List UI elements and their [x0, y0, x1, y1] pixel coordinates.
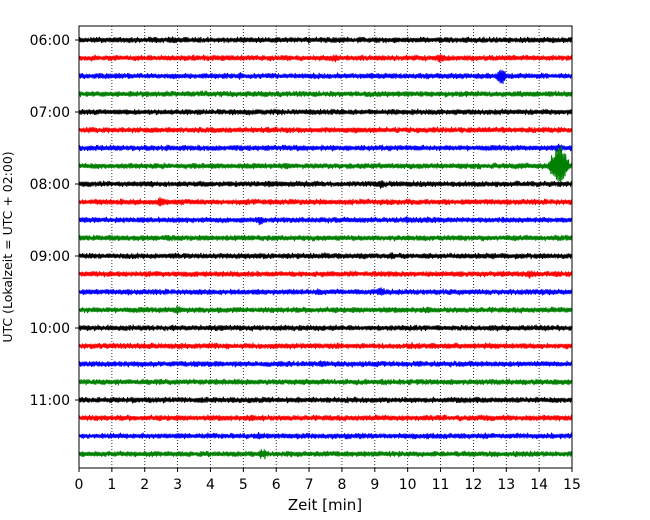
trace-1045 [78, 378, 573, 386]
trace-1115 [78, 414, 573, 422]
y-tick-label-0: 06:00 [30, 33, 70, 49]
trace-0830 [78, 216, 573, 226]
trace-0700 [78, 108, 573, 116]
trace-0800 [78, 180, 573, 189]
x-tick-label-2: 2 [140, 477, 149, 493]
trace-0930 [78, 287, 573, 296]
x-axis-label: Zeit [min] [288, 496, 362, 514]
y-axis-label: UTC (Lokalzeit = UTC + 02:00) [0, 151, 15, 342]
trace-1130 [78, 431, 573, 440]
trace-0730 [78, 143, 573, 153]
y-tick-label-4: 10:00 [30, 321, 70, 337]
plot-frame [78, 25, 573, 469]
trace-0715 [78, 126, 573, 134]
y-tick-label-2: 08:00 [30, 177, 70, 193]
x-tick-label-14: 14 [530, 477, 548, 493]
trace-1145 [78, 449, 573, 460]
trace-1100 [78, 396, 573, 404]
trace-0615 [78, 54, 573, 63]
x-tick-label-6: 6 [272, 477, 281, 493]
trace-0845 [78, 234, 573, 242]
x-tick-label-1: 1 [107, 477, 116, 493]
trace-1015 [78, 342, 573, 350]
trace-0745 [78, 145, 573, 187]
trace-0900 [78, 252, 573, 260]
trace-0645 [78, 90, 573, 98]
x-tick-label-15: 15 [563, 477, 581, 493]
y-tick-label-3: 09:00 [30, 249, 70, 265]
x-tick-label-11: 11 [432, 477, 450, 493]
y-tick-label-1: 07:00 [30, 105, 70, 121]
trace-1000 [78, 324, 573, 332]
trace-0630 [78, 69, 573, 85]
x-tick-label-8: 8 [337, 477, 346, 493]
trace-0815 [78, 196, 573, 207]
trace-0915 [78, 270, 573, 279]
x-axis-ticks: 0 1 2 3 4 5 6 7 8 9 10 11 12 13 14 15 [75, 468, 581, 493]
y-axis-ticks: 06:00 07:00 08:00 09:00 10:00 11:00 [30, 33, 79, 409]
x-tick-label-13: 13 [497, 477, 515, 493]
x-tick-label-10: 10 [399, 477, 417, 493]
x-tick-label-0: 0 [75, 477, 84, 493]
x-tick-label-5: 5 [239, 477, 248, 493]
seismogram-traces [78, 36, 573, 460]
trace-0600 [78, 36, 573, 44]
x-tick-label-12: 12 [464, 477, 482, 493]
trace-0945 [78, 305, 573, 315]
x-tick-label-4: 4 [206, 477, 215, 493]
x-tick-label-9: 9 [370, 477, 379, 493]
trace-1030 [78, 360, 573, 368]
x-tick-label-3: 3 [173, 477, 182, 493]
y-tick-label-5: 11:00 [30, 393, 70, 409]
x-tick-label-7: 7 [305, 477, 314, 493]
